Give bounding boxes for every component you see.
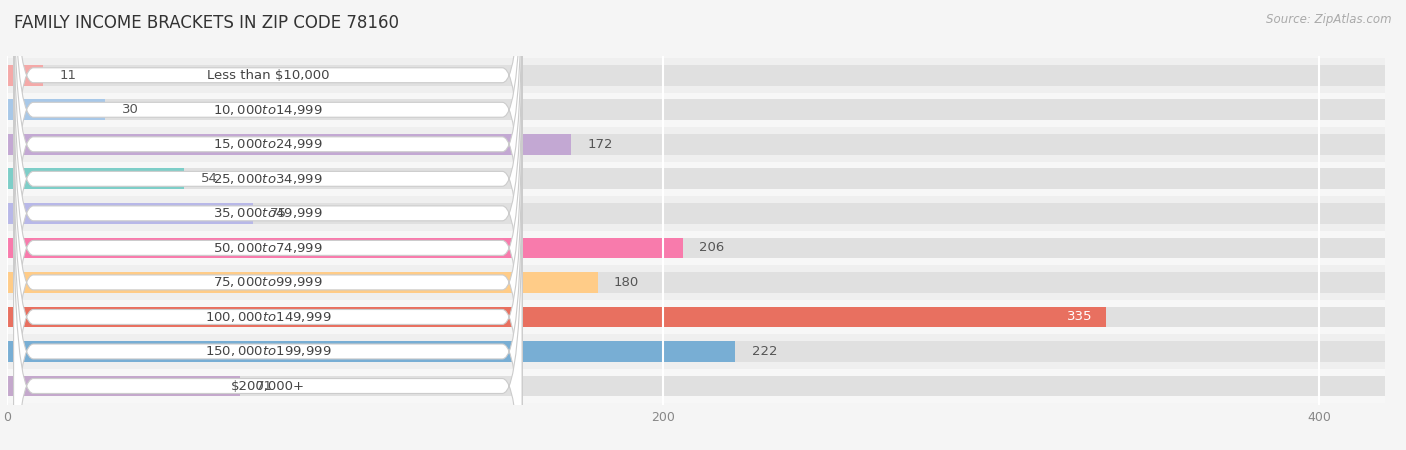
Text: 75: 75 xyxy=(270,207,287,220)
FancyBboxPatch shape xyxy=(14,14,522,413)
Bar xyxy=(7,162,1385,196)
Bar xyxy=(7,203,253,224)
Bar xyxy=(7,134,1385,155)
Bar xyxy=(7,93,1385,127)
Bar xyxy=(7,58,1385,93)
Text: Less than $10,000: Less than $10,000 xyxy=(207,69,329,82)
Bar xyxy=(7,369,1385,403)
FancyBboxPatch shape xyxy=(14,83,522,450)
Text: $100,000 to $149,999: $100,000 to $149,999 xyxy=(205,310,330,324)
Text: 180: 180 xyxy=(614,276,640,289)
Bar xyxy=(7,300,1385,334)
Bar xyxy=(7,376,1385,396)
FancyBboxPatch shape xyxy=(14,0,522,378)
Text: $15,000 to $24,999: $15,000 to $24,999 xyxy=(212,137,323,151)
Text: Source: ZipAtlas.com: Source: ZipAtlas.com xyxy=(1267,14,1392,27)
Bar xyxy=(7,376,240,396)
Text: $35,000 to $49,999: $35,000 to $49,999 xyxy=(212,207,323,220)
FancyBboxPatch shape xyxy=(14,186,522,450)
Text: 335: 335 xyxy=(1067,310,1092,324)
FancyBboxPatch shape xyxy=(14,152,522,450)
Text: 222: 222 xyxy=(752,345,778,358)
Text: 30: 30 xyxy=(122,103,139,116)
Bar xyxy=(7,272,1385,293)
Bar xyxy=(7,65,44,86)
Bar xyxy=(7,265,1385,300)
Text: $25,000 to $34,999: $25,000 to $34,999 xyxy=(212,172,323,186)
Bar xyxy=(7,99,105,120)
Text: $10,000 to $14,999: $10,000 to $14,999 xyxy=(212,103,323,117)
Bar xyxy=(7,306,1107,327)
FancyBboxPatch shape xyxy=(14,117,522,450)
Text: $150,000 to $199,999: $150,000 to $199,999 xyxy=(205,345,330,359)
FancyBboxPatch shape xyxy=(14,0,522,310)
Bar xyxy=(7,272,598,293)
Text: FAMILY INCOME BRACKETS IN ZIP CODE 78160: FAMILY INCOME BRACKETS IN ZIP CODE 78160 xyxy=(14,14,399,32)
FancyBboxPatch shape xyxy=(14,0,522,344)
Bar xyxy=(7,134,571,155)
Text: $200,000+: $200,000+ xyxy=(231,379,305,392)
Bar xyxy=(7,196,1385,231)
Text: 206: 206 xyxy=(699,241,724,254)
Text: $50,000 to $74,999: $50,000 to $74,999 xyxy=(212,241,323,255)
FancyBboxPatch shape xyxy=(14,48,522,448)
Bar xyxy=(7,99,1385,120)
Bar xyxy=(7,334,1385,369)
Text: 172: 172 xyxy=(588,138,613,151)
Bar xyxy=(7,127,1385,162)
Bar xyxy=(7,65,1385,86)
Bar xyxy=(7,168,184,189)
Bar xyxy=(7,231,1385,265)
Bar xyxy=(7,168,1385,189)
Bar xyxy=(7,341,1385,362)
Bar xyxy=(7,203,1385,224)
FancyBboxPatch shape xyxy=(14,0,522,275)
Text: 54: 54 xyxy=(201,172,218,185)
Text: $75,000 to $99,999: $75,000 to $99,999 xyxy=(212,275,323,289)
Text: 71: 71 xyxy=(256,379,273,392)
Bar xyxy=(7,341,735,362)
Bar xyxy=(7,306,1385,327)
Bar xyxy=(7,238,1385,258)
Text: 11: 11 xyxy=(59,69,76,82)
Bar xyxy=(7,238,683,258)
